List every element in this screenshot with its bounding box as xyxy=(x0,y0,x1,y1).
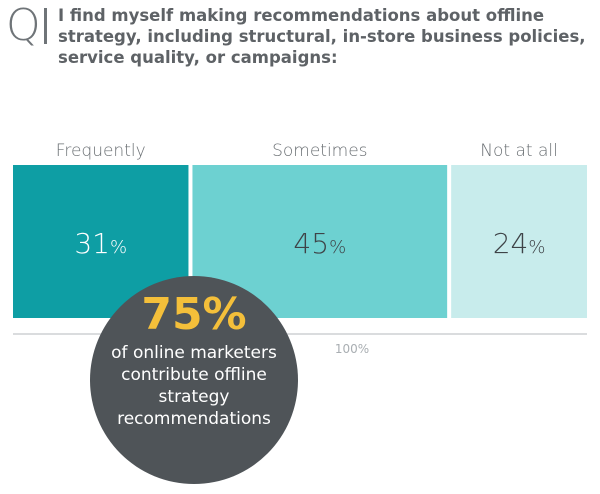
value-label-sometimes: 45% xyxy=(293,227,346,260)
q-letter: Q xyxy=(6,0,41,51)
q-divider xyxy=(43,8,47,44)
callout-circle: 75% of online marketers contribute offli… xyxy=(90,276,298,484)
question-mark-logo: Q xyxy=(6,4,47,48)
question-text: I find myself making recommendations abo… xyxy=(58,6,586,67)
category-label-not-at-all: Not at all xyxy=(480,141,558,161)
total-label: 100% xyxy=(335,342,369,356)
category-label-frequently: Frequently xyxy=(56,141,146,161)
bar-segment-not-at-all xyxy=(451,165,587,318)
value-label-frequently: 31% xyxy=(74,227,127,260)
callout-percentage: 75% xyxy=(141,289,247,340)
category-label-sometimes: Sometimes xyxy=(272,141,367,161)
callout-text: of online marketers contribute offline s… xyxy=(111,343,277,429)
value-label-not-at-all: 24% xyxy=(493,227,546,260)
